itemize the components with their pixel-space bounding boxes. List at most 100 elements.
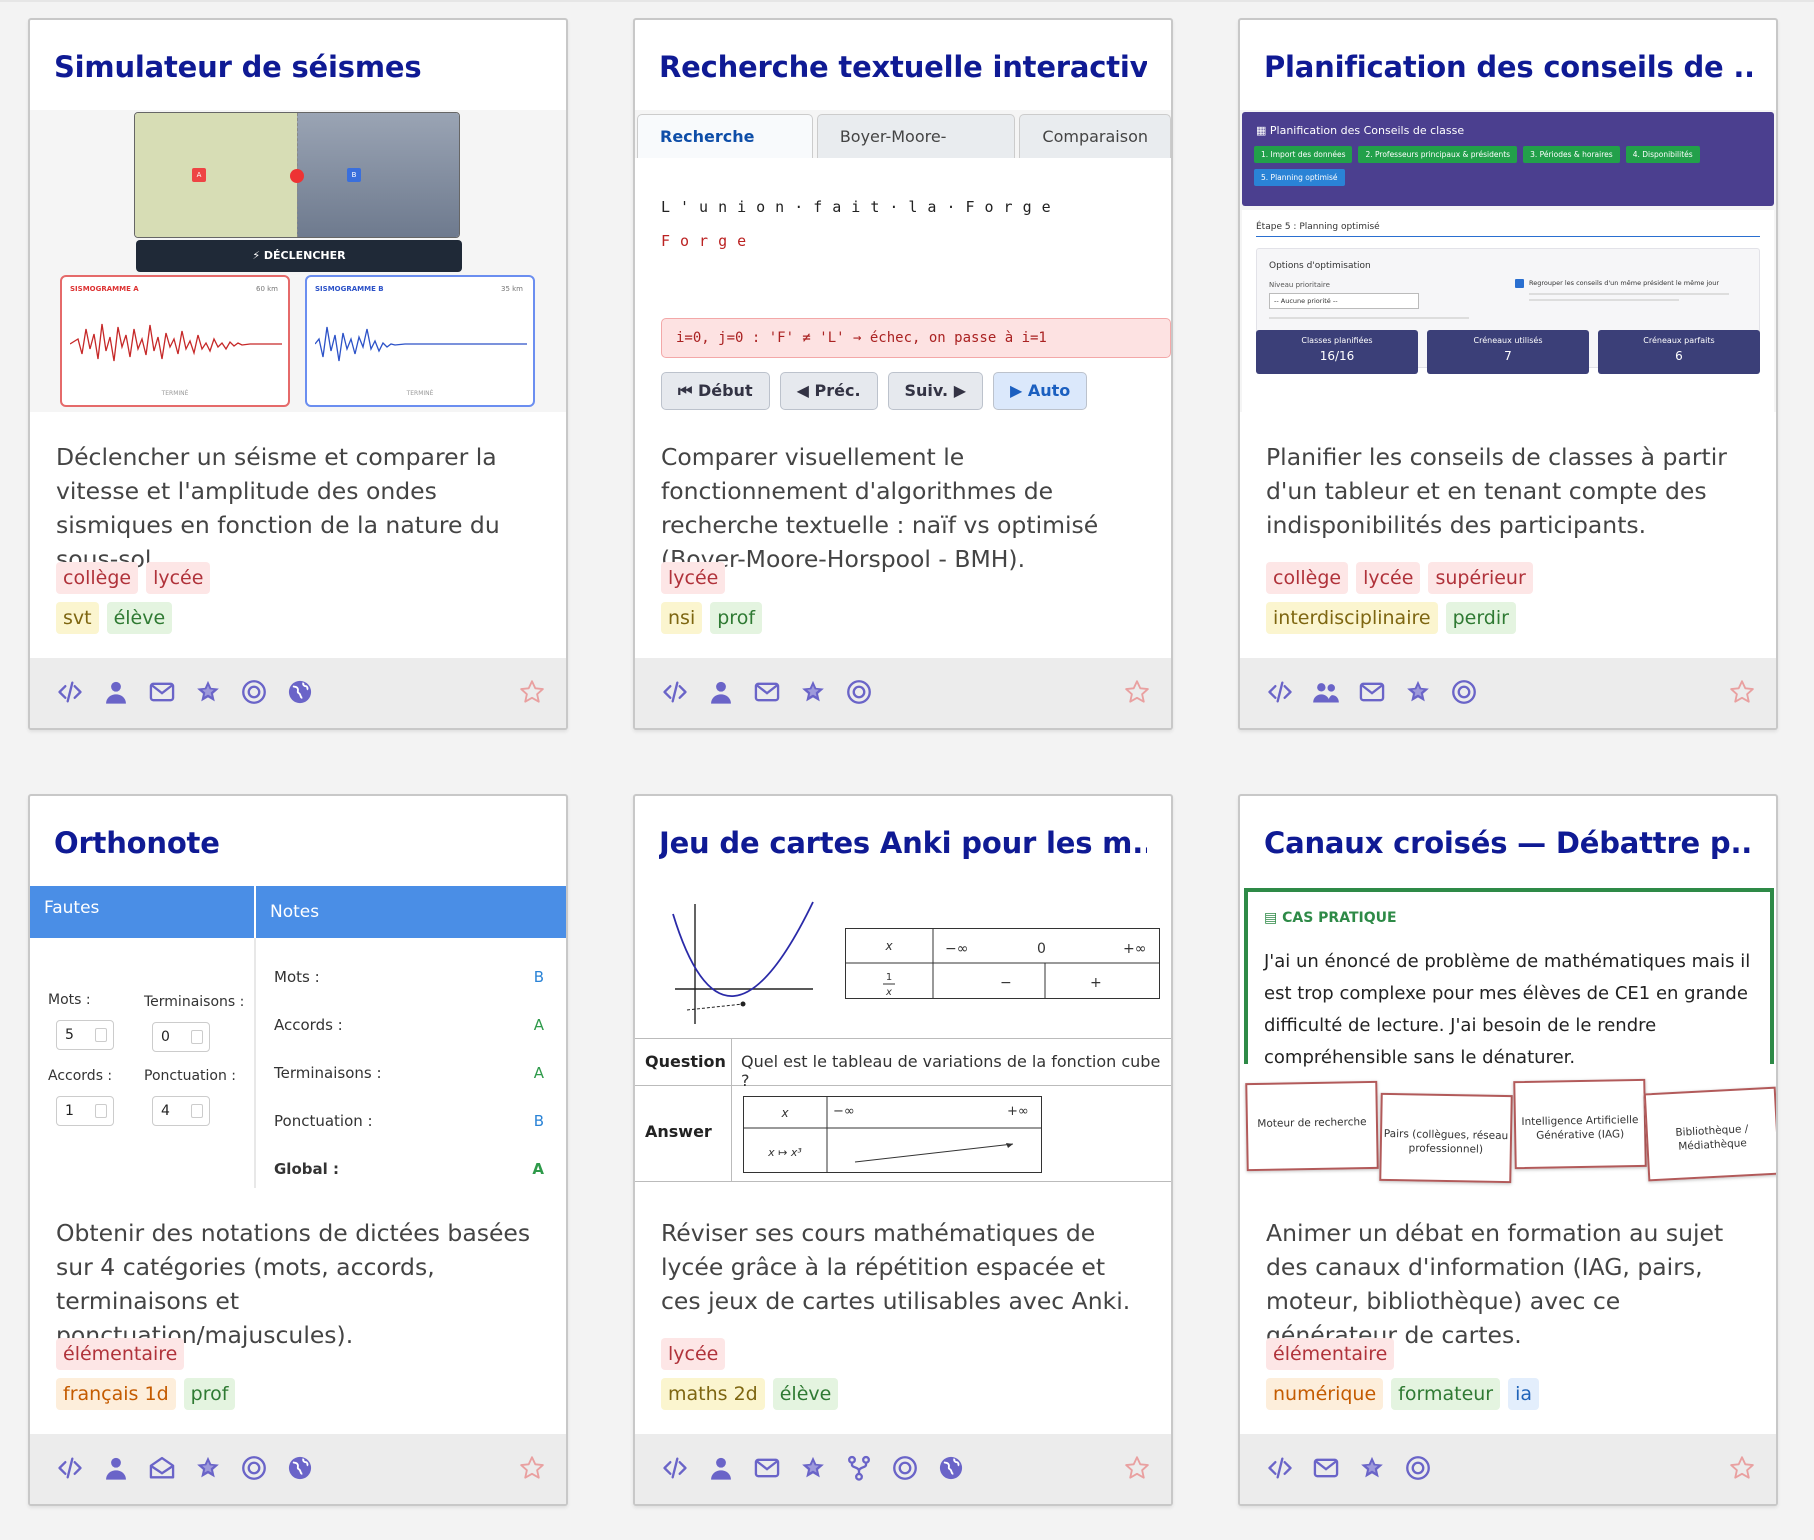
card-title[interactable]: Canaux croisés — Débattre p... bbox=[1264, 826, 1752, 860]
card-title[interactable]: Simulateur de séismes bbox=[54, 50, 422, 84]
answer-table: x x ↦ x³ bbox=[743, 1096, 1042, 1173]
tag-level[interactable]: élémentaire bbox=[1266, 1338, 1395, 1370]
person-icon[interactable] bbox=[102, 1454, 130, 1482]
target-icon[interactable] bbox=[845, 678, 873, 706]
code-icon[interactable] bbox=[661, 678, 689, 706]
code-icon[interactable] bbox=[1266, 678, 1294, 706]
person-icon[interactable] bbox=[707, 1454, 735, 1482]
tag-subject[interactable]: maths 2d bbox=[661, 1378, 765, 1410]
favorite-star-icon[interactable] bbox=[518, 1454, 546, 1482]
fork-icon[interactable] bbox=[845, 1454, 873, 1482]
mail-open-icon[interactable] bbox=[148, 1454, 176, 1482]
step-pill: 1. Import des données bbox=[1254, 146, 1353, 163]
target-icon[interactable] bbox=[240, 1454, 268, 1482]
mail-icon[interactable] bbox=[1312, 1454, 1340, 1482]
target-icon[interactable] bbox=[240, 678, 268, 706]
favorite-star-icon[interactable] bbox=[1728, 678, 1756, 706]
code-icon[interactable] bbox=[56, 678, 84, 706]
tag-audience[interactable]: élève bbox=[772, 1378, 839, 1410]
svg-text:x: x bbox=[780, 1106, 789, 1120]
card-preview-image[interactable]: x 1 x −∞ 0 +∞ − + Question Quel est le t… bbox=[635, 886, 1171, 1188]
favorite-star-icon[interactable] bbox=[1123, 678, 1151, 706]
planner-header: ▦ Planification des Conseils de classe 1… bbox=[1242, 112, 1774, 206]
card-title[interactable]: Jeu de cartes Anki pour les m... bbox=[659, 826, 1147, 860]
target-icon[interactable] bbox=[1450, 678, 1478, 706]
tag-level[interactable]: collège bbox=[56, 562, 139, 594]
app-card-seismes[interactable]: Simulateur de séismes A B ⚡ DÉCLENCHER S… bbox=[28, 18, 568, 730]
tag-level[interactable]: lycée bbox=[661, 562, 726, 594]
algo-tabs: Recherche Naïve Boyer-Moore-Horspool Com… bbox=[637, 114, 1171, 190]
app-card-orthonote[interactable]: Orthonote Fautes Notes Mots : 5 Terminai… bbox=[28, 794, 568, 1506]
card-preview-image[interactable]: Fautes Notes Mots : 5 Terminaisons : 0 A… bbox=[30, 886, 566, 1188]
tag-audience[interactable]: prof bbox=[710, 602, 763, 634]
person-icon[interactable] bbox=[102, 678, 130, 706]
star-badge-icon[interactable] bbox=[194, 1454, 222, 1482]
tag-subject[interactable]: svt bbox=[56, 602, 99, 634]
seismogram-b: SISMOGRAMME B 35 km TERMINÉ bbox=[305, 275, 535, 407]
card-title[interactable]: Planification des conseils de ... bbox=[1264, 50, 1752, 84]
tag-audience[interactable]: prof bbox=[183, 1378, 236, 1410]
favorite-star-icon[interactable] bbox=[1123, 1454, 1151, 1482]
mail-icon[interactable] bbox=[753, 678, 781, 706]
mail-icon[interactable] bbox=[1358, 678, 1386, 706]
card-description: Déclencher un séisme et comparer la vite… bbox=[56, 443, 500, 573]
code-icon[interactable] bbox=[661, 1454, 689, 1482]
tag-level[interactable]: lycée bbox=[661, 1338, 726, 1370]
card-preview-image[interactable]: Recherche Naïve Boyer-Moore-Horspool Com… bbox=[635, 110, 1171, 412]
tag-level[interactable]: élémentaire bbox=[56, 1338, 185, 1370]
parabola-graph bbox=[672, 901, 814, 1024]
tag-row: svt élève bbox=[56, 602, 173, 634]
tag-level[interactable]: lycée bbox=[146, 562, 211, 594]
card-description: Comparer visuellement le fonctionnement … bbox=[661, 443, 1099, 573]
step-pill-active: 5. Planning optimisé bbox=[1254, 169, 1345, 186]
card-title[interactable]: Orthonote bbox=[54, 826, 220, 860]
card-description: Réviser ses cours mathématiques de lycée… bbox=[661, 1219, 1131, 1315]
tag-audience[interactable]: formateur bbox=[1391, 1378, 1501, 1410]
star-badge-icon[interactable] bbox=[194, 678, 222, 706]
fault-field: 5 bbox=[56, 1020, 114, 1050]
tag-subject[interactable]: numérique bbox=[1266, 1378, 1384, 1410]
tag-subject[interactable]: interdisciplinaire bbox=[1266, 602, 1438, 634]
tag-subject[interactable]: nsi bbox=[661, 602, 703, 634]
tag-level[interactable]: collège bbox=[1266, 562, 1349, 594]
app-card-planification[interactable]: Planification des conseils de ... ▦ Plan… bbox=[1238, 18, 1778, 730]
tag-subject[interactable]: français 1d bbox=[56, 1378, 176, 1410]
card-description: Animer un débat en formation au sujet de… bbox=[1266, 1219, 1724, 1349]
tag-row: lycée bbox=[661, 1338, 726, 1370]
app-card-anki[interactable]: Jeu de cartes Anki pour les m... x 1 x −… bbox=[633, 794, 1173, 1506]
people-icon[interactable] bbox=[1312, 678, 1340, 706]
star-badge-icon[interactable] bbox=[1358, 1454, 1386, 1482]
target-icon[interactable] bbox=[1404, 1454, 1432, 1482]
channel-card: Pairs (collègues, réseau professionnel) bbox=[1379, 1092, 1513, 1184]
card-title[interactable]: Recherche textuelle interactive bbox=[659, 50, 1147, 84]
globe-icon[interactable] bbox=[286, 1454, 314, 1482]
tag-level[interactable]: lycée bbox=[1356, 562, 1421, 594]
star-badge-icon[interactable] bbox=[1404, 678, 1432, 706]
app-card-recherche[interactable]: Recherche textuelle interactive Recherch… bbox=[633, 18, 1173, 730]
tag-row: numérique formateur ia bbox=[1266, 1378, 1540, 1410]
globe-icon[interactable] bbox=[286, 678, 314, 706]
code-icon[interactable] bbox=[1266, 1454, 1294, 1482]
favorite-star-icon[interactable] bbox=[1728, 1454, 1756, 1482]
tag-audience[interactable]: perdir bbox=[1445, 602, 1516, 634]
terrain-box: A B bbox=[134, 112, 460, 238]
tag-row: lycée bbox=[661, 562, 726, 594]
card-preview-image[interactable]: A B ⚡ DÉCLENCHER SISMOGRAMME A 60 km TER… bbox=[30, 110, 566, 412]
tag-audience[interactable]: élève bbox=[106, 602, 173, 634]
person-icon[interactable] bbox=[707, 678, 735, 706]
target-icon[interactable] bbox=[891, 1454, 919, 1482]
card-preview-image[interactable]: ▤ CAS PRATIQUE J'ai un énoncé de problèm… bbox=[1240, 886, 1776, 1188]
app-card-canaux[interactable]: Canaux croisés — Débattre p... ▤ CAS PRA… bbox=[1238, 794, 1778, 1506]
card-preview-image[interactable]: ▦ Planification des Conseils de classe 1… bbox=[1240, 110, 1776, 412]
favorite-star-icon[interactable] bbox=[518, 678, 546, 706]
epicenter-dot bbox=[290, 169, 304, 183]
star-badge-icon[interactable] bbox=[799, 1454, 827, 1482]
tag-level[interactable]: supérieur bbox=[1428, 562, 1533, 594]
mail-icon[interactable] bbox=[753, 1454, 781, 1482]
code-icon[interactable] bbox=[56, 1454, 84, 1482]
mail-icon[interactable] bbox=[148, 678, 176, 706]
star-badge-icon[interactable] bbox=[799, 678, 827, 706]
globe-icon[interactable] bbox=[937, 1454, 965, 1482]
anki-card: x 1 x −∞ 0 +∞ − + Question Quel est le t… bbox=[635, 886, 1171, 1188]
tag-topic[interactable]: ia bbox=[1508, 1378, 1540, 1410]
